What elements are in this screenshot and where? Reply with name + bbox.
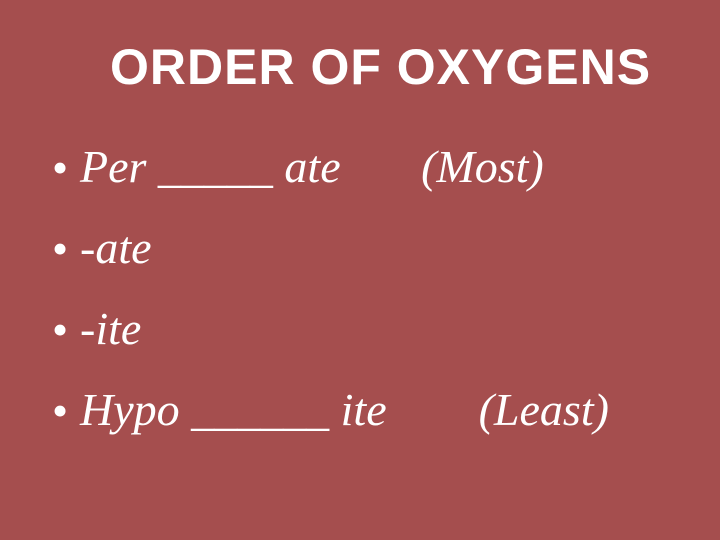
bullet-list: Per _____ ate (Most) -ate -ite Hypo ____… (52, 138, 688, 440)
list-item-text: -ite (80, 300, 688, 359)
list-item: Per _____ ate (Most) (52, 138, 688, 197)
list-item-text: Per _____ ate (Most) (80, 138, 688, 197)
list-item-text: Hypo ______ ite (Least) (80, 381, 688, 440)
list-item-text: -ate (80, 219, 688, 278)
list-item: Hypo ______ ite (Least) (52, 381, 688, 440)
list-item: -ate (52, 219, 688, 278)
page-title: ORDER OF OXYGENS (110, 38, 688, 96)
list-item: -ite (52, 300, 688, 359)
